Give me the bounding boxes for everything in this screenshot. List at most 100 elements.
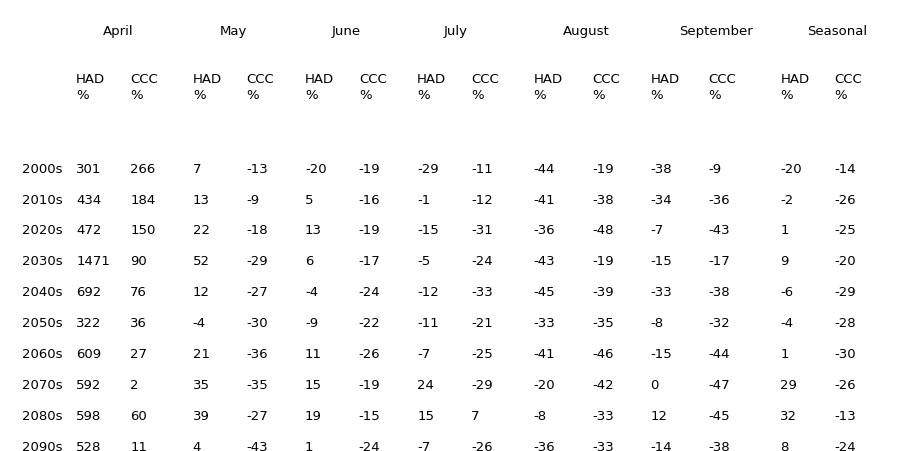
Text: 90: 90 xyxy=(130,255,147,268)
Text: -15: -15 xyxy=(650,348,672,361)
Text: 1: 1 xyxy=(780,225,788,237)
Text: 609: 609 xyxy=(76,348,101,361)
Text: HAD
%: HAD % xyxy=(650,74,679,102)
Text: -4: -4 xyxy=(193,317,206,330)
Text: 35: 35 xyxy=(193,379,210,392)
Text: -4: -4 xyxy=(305,286,318,299)
Text: -26: -26 xyxy=(359,348,380,361)
Text: 7: 7 xyxy=(471,410,479,423)
Text: -24: -24 xyxy=(359,441,380,451)
Text: -33: -33 xyxy=(471,286,492,299)
Text: -16: -16 xyxy=(359,193,380,207)
Text: -31: -31 xyxy=(471,225,492,237)
Text: -26: -26 xyxy=(834,379,856,392)
Text: -7: -7 xyxy=(417,348,431,361)
Text: 36: 36 xyxy=(130,317,147,330)
Text: 19: 19 xyxy=(305,410,322,423)
Text: -29: -29 xyxy=(834,286,856,299)
Text: 598: 598 xyxy=(76,410,101,423)
Text: 13: 13 xyxy=(193,193,210,207)
Text: CCC
%: CCC % xyxy=(592,74,620,102)
Text: -33: -33 xyxy=(650,286,672,299)
Text: -24: -24 xyxy=(471,255,492,268)
Text: 1: 1 xyxy=(780,348,788,361)
Text: -43: -43 xyxy=(247,441,268,451)
Text: -21: -21 xyxy=(471,317,492,330)
Text: -38: -38 xyxy=(650,163,672,175)
Text: -43: -43 xyxy=(534,255,555,268)
Text: -11: -11 xyxy=(471,163,492,175)
Text: 60: 60 xyxy=(130,410,147,423)
Text: -19: -19 xyxy=(359,379,380,392)
Text: -46: -46 xyxy=(592,348,614,361)
Text: -15: -15 xyxy=(359,410,380,423)
Text: 24: 24 xyxy=(417,379,434,392)
Text: 150: 150 xyxy=(130,225,155,237)
Text: HAD
%: HAD % xyxy=(417,74,446,102)
Text: -24: -24 xyxy=(834,441,856,451)
Text: -44: -44 xyxy=(534,163,555,175)
Text: -26: -26 xyxy=(471,441,492,451)
Text: -29: -29 xyxy=(471,379,492,392)
Text: CCC
%: CCC % xyxy=(247,74,274,102)
Text: -14: -14 xyxy=(834,163,856,175)
Text: 1: 1 xyxy=(305,441,313,451)
Text: -48: -48 xyxy=(592,225,614,237)
Text: 2070s: 2070s xyxy=(22,379,63,392)
Text: -20: -20 xyxy=(834,255,856,268)
Text: -32: -32 xyxy=(709,317,730,330)
Text: 434: 434 xyxy=(76,193,101,207)
Text: -44: -44 xyxy=(709,348,730,361)
Text: 301: 301 xyxy=(76,163,101,175)
Text: 2010s: 2010s xyxy=(22,193,63,207)
Text: -41: -41 xyxy=(534,348,555,361)
Text: -38: -38 xyxy=(709,441,730,451)
Text: HAD
%: HAD % xyxy=(193,74,222,102)
Text: -34: -34 xyxy=(650,193,672,207)
Text: -20: -20 xyxy=(534,379,555,392)
Text: -19: -19 xyxy=(592,255,614,268)
Text: 32: 32 xyxy=(780,410,797,423)
Text: -45: -45 xyxy=(709,410,730,423)
Text: -27: -27 xyxy=(247,286,268,299)
Text: CCC
%: CCC % xyxy=(471,74,499,102)
Text: -35: -35 xyxy=(592,317,614,330)
Text: -19: -19 xyxy=(359,163,380,175)
Text: -28: -28 xyxy=(834,317,856,330)
Text: -43: -43 xyxy=(709,225,730,237)
Text: -36: -36 xyxy=(709,193,730,207)
Text: -36: -36 xyxy=(534,225,555,237)
Text: 2040s: 2040s xyxy=(22,286,63,299)
Text: 7: 7 xyxy=(193,163,201,175)
Text: -7: -7 xyxy=(417,441,431,451)
Text: -36: -36 xyxy=(534,441,555,451)
Text: CCC
%: CCC % xyxy=(709,74,736,102)
Text: -36: -36 xyxy=(247,348,268,361)
Text: 6: 6 xyxy=(305,255,313,268)
Text: -42: -42 xyxy=(592,379,614,392)
Text: 11: 11 xyxy=(305,348,322,361)
Text: July: July xyxy=(444,25,468,38)
Text: 9: 9 xyxy=(780,255,788,268)
Text: -13: -13 xyxy=(247,163,268,175)
Text: 2080s: 2080s xyxy=(22,410,63,423)
Text: 2020s: 2020s xyxy=(22,225,63,237)
Text: 15: 15 xyxy=(417,410,434,423)
Text: -19: -19 xyxy=(359,225,380,237)
Text: CCC
%: CCC % xyxy=(834,74,862,102)
Text: -17: -17 xyxy=(359,255,380,268)
Text: -22: -22 xyxy=(359,317,380,330)
Text: 4: 4 xyxy=(193,441,201,451)
Text: 1471: 1471 xyxy=(76,255,110,268)
Text: -27: -27 xyxy=(247,410,268,423)
Text: -24: -24 xyxy=(359,286,380,299)
Text: -9: -9 xyxy=(305,317,318,330)
Text: -2: -2 xyxy=(780,193,794,207)
Text: HAD
%: HAD % xyxy=(305,74,334,102)
Text: 29: 29 xyxy=(780,379,797,392)
Text: HAD
%: HAD % xyxy=(534,74,562,102)
Text: -45: -45 xyxy=(534,286,555,299)
Text: 692: 692 xyxy=(76,286,101,299)
Text: 2060s: 2060s xyxy=(22,348,63,361)
Text: -15: -15 xyxy=(650,255,672,268)
